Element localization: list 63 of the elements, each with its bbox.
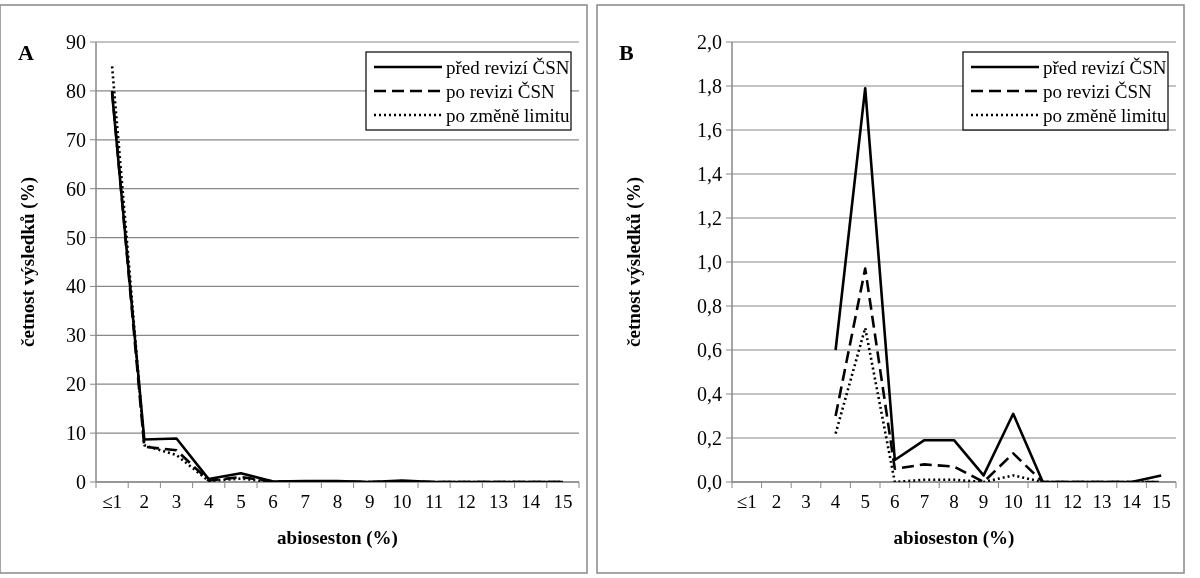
y-tick-label: 1,8 <box>697 75 722 97</box>
legend-label: po revizi ČSN <box>1043 80 1152 102</box>
legend-label: před revizí ČSN <box>1043 56 1167 78</box>
x-tick-label: 3 <box>171 491 182 512</box>
x-tick-label: 5 <box>860 491 870 512</box>
y-tick-label: 60 <box>66 177 86 200</box>
y-tick-label: 30 <box>66 324 86 347</box>
y-tick-label: 0 <box>76 471 86 493</box>
y-tick-label: 1,4 <box>697 163 722 185</box>
y-tick-label: 1,6 <box>697 119 722 141</box>
y-tick-label: 40 <box>66 275 86 298</box>
legend-label: po změně limitu <box>1043 104 1167 126</box>
chart-title: B <box>619 40 634 65</box>
legend-label: po revizi ČSN <box>446 80 555 102</box>
x-axis-title: abioseston (%) <box>893 527 1015 549</box>
x-tick-label: 5 <box>236 491 246 512</box>
y-tick-label: 2,0 <box>697 31 722 53</box>
x-tick-label: 14 <box>521 491 541 512</box>
x-tick-label: 15 <box>1151 491 1171 512</box>
y-axis-title: četnost výsledků (%) <box>623 177 645 347</box>
x-tick-label: 2 <box>771 491 782 512</box>
x-tick-label: 7 <box>919 491 930 512</box>
y-tick-label: 1,0 <box>697 251 722 273</box>
y-tick-label: 0,8 <box>697 295 722 317</box>
x-tick-label: 9 <box>978 491 989 512</box>
x-tick-label: 6 <box>890 491 900 512</box>
x-tick-label: ≤1 <box>102 491 123 512</box>
y-tick-label: 1,2 <box>697 207 722 229</box>
x-tick-label: 11 <box>424 491 444 512</box>
x-tick-label: 14 <box>1122 491 1142 512</box>
x-tick-label: 12 <box>1062 491 1082 512</box>
x-tick-label: 10 <box>1003 491 1023 512</box>
x-tick-label: 13 <box>1092 491 1112 512</box>
x-tick-label: 7 <box>300 491 311 512</box>
y-tick-label: 0,2 <box>697 427 722 449</box>
x-tick-label: 10 <box>392 491 412 512</box>
legend-label: po změně limitu <box>446 104 570 126</box>
y-tick-label: 0,4 <box>697 383 722 405</box>
x-tick-label: ≤1 <box>736 491 757 512</box>
y-tick-label: 20 <box>66 373 86 396</box>
y-tick-label: 90 <box>66 31 86 53</box>
x-axis-title: abioseston (%) <box>277 527 398 549</box>
x-tick-label: 3 <box>801 491 811 512</box>
x-tick-label: 11 <box>1033 491 1052 512</box>
x-tick-label: 15 <box>553 491 573 512</box>
y-tick-label: 80 <box>66 79 86 102</box>
x-tick-label: 6 <box>268 491 278 512</box>
x-tick-label: 13 <box>489 491 508 512</box>
x-tick-label: 4 <box>203 491 214 512</box>
y-tick-label: 0,0 <box>697 471 722 493</box>
x-tick-label: 2 <box>139 491 150 512</box>
x-tick-label: 8 <box>949 491 959 512</box>
chart-title: A <box>18 40 34 65</box>
y-tick-label: 0,6 <box>697 339 722 361</box>
x-tick-label: 4 <box>830 491 841 512</box>
y-tick-label: 10 <box>66 422 86 445</box>
y-tick-label: 70 <box>66 128 86 151</box>
x-tick-label: 9 <box>364 491 375 512</box>
y-tick-label: 50 <box>66 226 86 249</box>
y-axis-title: četnost výsledků (%) <box>17 177 39 347</box>
x-tick-label: 8 <box>332 491 343 512</box>
x-tick-label: 12 <box>456 491 476 512</box>
legend-label: před revizí ČSN <box>446 56 570 78</box>
